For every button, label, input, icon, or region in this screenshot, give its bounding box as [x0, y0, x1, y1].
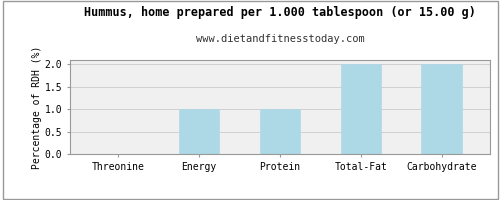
Y-axis label: Percentage of RDH (%): Percentage of RDH (%)	[32, 45, 42, 169]
Text: www.dietandfitnesstoday.com: www.dietandfitnesstoday.com	[196, 34, 364, 44]
Bar	[179, 109, 220, 154]
Bar	[340, 64, 381, 154]
Bar	[422, 64, 462, 154]
Bar	[260, 109, 300, 154]
Text: Hummus, home prepared per 1.000 tablespoon (or 15.00 g): Hummus, home prepared per 1.000 tablespo…	[84, 6, 476, 19]
